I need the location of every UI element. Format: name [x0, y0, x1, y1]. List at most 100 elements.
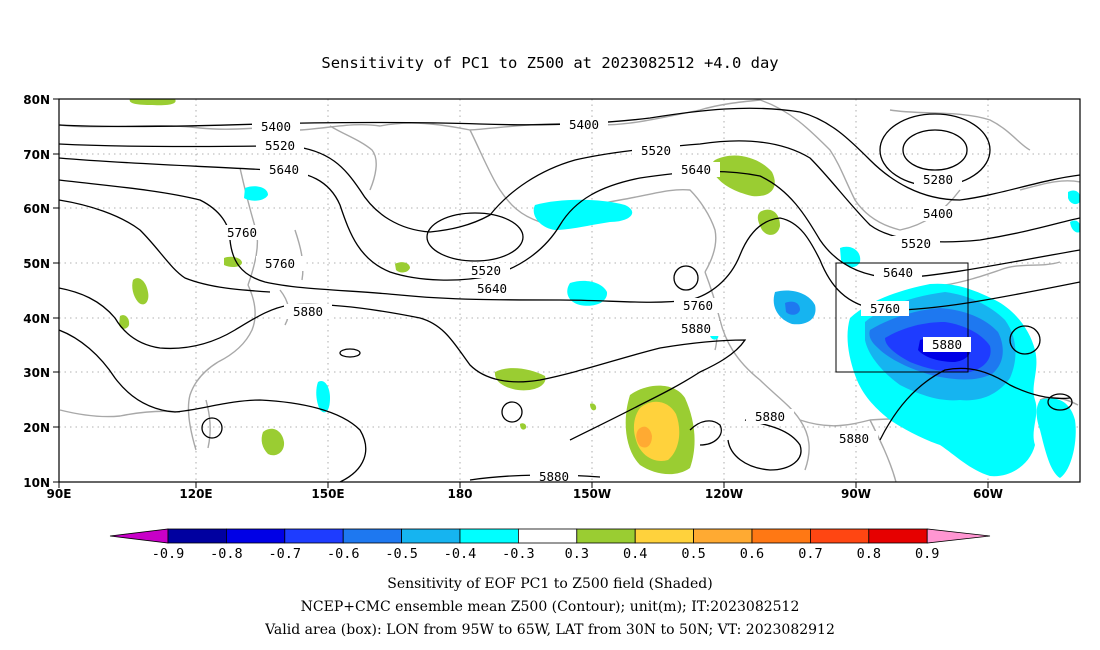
contour-label: 5400: [923, 206, 953, 221]
contour-label: 5400: [569, 117, 599, 132]
lat-label: 70N: [23, 148, 50, 162]
contour-label: 5520: [471, 263, 501, 278]
contour-label: 5880: [293, 304, 323, 319]
contour-label: 5520: [265, 138, 295, 153]
contour-label: 5280: [923, 172, 953, 187]
positive-blob-china: [119, 315, 130, 329]
colorbar-tick-label: -0.3: [502, 546, 535, 562]
contour-label: 5760: [683, 298, 713, 313]
contour-5880-west-lobe: [689, 420, 722, 446]
contour-label: 5760: [870, 301, 900, 316]
closed-high-small-1: [339, 348, 361, 358]
colorbar-swatch: [401, 528, 461, 544]
colorbar-tick-label: 0.6: [740, 546, 764, 562]
closed-low-arctic-inner: [902, 129, 968, 171]
positive-blob-kuril: [395, 262, 410, 273]
caption-line-3: Valid area (box): LON from 95W to 65W, L…: [264, 622, 835, 638]
colorbar-low-triangle: [109, 528, 169, 544]
lat-label: 60N: [23, 202, 50, 216]
colorbar-swatch: [225, 528, 286, 544]
colorbar-high-triangle: [926, 528, 991, 544]
colorbar-swatch: [518, 528, 578, 544]
contour-labels: 5400 5520 5640 5760 5760 5880 5400 5520 …: [218, 117, 971, 484]
colorbar: -0.9 -0.8 -0.7 -0.6 -0.5 -0.4 -0.3 0.3 0.4 0.5 0.6…: [109, 528, 991, 562]
closed-high-atlantic: [1009, 325, 1041, 355]
map-plot-area: [59, 99, 1080, 482]
contour-5880-east: [879, 367, 1071, 441]
lat-label: 80N: [23, 93, 50, 107]
colorbar-tick-label: -0.5: [385, 546, 418, 562]
contour-label: 5640: [681, 162, 711, 177]
colorbar-tick-label: 0.5: [681, 546, 705, 562]
closed-low-pacific: [426, 212, 524, 262]
lon-label: 180: [447, 487, 472, 501]
negative-blob-newfoundland: [1070, 220, 1080, 233]
negative-blob-atlantic: [1036, 398, 1076, 478]
contour-label: 5880: [932, 337, 962, 352]
colorbar-swatch: [751, 528, 811, 544]
negative-blob-gulf-alaska: [567, 280, 608, 306]
lat-label: 30N: [23, 366, 50, 380]
colorbar-tick-label: -0.4: [444, 546, 477, 562]
latitude-axis: 80N 70N 60N 50N 40N 30N 20N 10N: [23, 93, 59, 490]
contour-label: 5640: [269, 162, 299, 177]
contour-label: 5640: [477, 281, 507, 296]
colorbar-tick-label: 0.9: [915, 546, 939, 562]
valid-area-box: [835, 262, 969, 373]
contour-label: 5760: [227, 225, 257, 240]
positive-blob-alaska: [757, 209, 780, 235]
negative-blob-great-lakes-dark: [785, 301, 800, 315]
closed-high-small-3: [501, 401, 523, 423]
negative-blob-bering: [533, 199, 633, 230]
contour-5880: [59, 287, 747, 441]
lon-label: 90E: [47, 487, 72, 501]
lon-label: 150E: [311, 487, 344, 501]
contour-label: 5880: [839, 431, 869, 446]
lon-label: 90W: [841, 487, 871, 501]
lat-label: 50N: [23, 257, 50, 271]
colorbar-tick-label: -0.6: [327, 546, 360, 562]
lon-label: 120E: [179, 487, 212, 501]
colorbar-tick-label: -0.8: [210, 546, 243, 562]
negative-blob-greenland: [1068, 190, 1080, 205]
closed-high-small-2: [201, 417, 223, 439]
contour-5880-gulf: [727, 419, 802, 471]
map-frame: [58, 98, 1081, 483]
colorbar-tick-label: -0.9: [152, 546, 185, 562]
caption-line-2: NCEP+CMC ensemble mean Z500 (Contour); u…: [301, 599, 800, 615]
lon-label: 120W: [705, 487, 743, 501]
caption-line-1: Sensitivity of EOF PC1 to Z500 field (Sh…: [387, 576, 712, 592]
colorbar-tick-label: -0.7: [269, 546, 302, 562]
colorbar-swatch: [284, 528, 344, 544]
colorbar-swatch: [634, 528, 695, 544]
positive-blob-philippines: [261, 428, 285, 456]
lon-label: 150W: [573, 487, 611, 501]
negative-blob-western-pacific: [316, 380, 330, 413]
contour-label: 5400: [261, 119, 291, 134]
colorbar-tick-label: 0.4: [623, 546, 647, 562]
colorbar-swatch: [810, 528, 870, 544]
colorbar-swatch: [342, 528, 403, 544]
colorbar-tick-label: 0.3: [565, 546, 589, 562]
positive-blob-pacific-small: [590, 403, 597, 411]
positive-blob-arctic: [129, 99, 176, 106]
contour-5520: [59, 140, 1080, 243]
contour-5880-south: [59, 329, 367, 482]
positive-blob-kamchatka: [711, 155, 775, 197]
colorbar-tick-label: 0.7: [798, 546, 822, 562]
contour-label: 5760: [265, 256, 295, 271]
contour-label: 5520: [901, 236, 931, 251]
contour-label: 5640: [883, 265, 913, 280]
negative-blob-east-siberia: [244, 186, 268, 201]
contour-5640: [59, 157, 1080, 281]
contour-5760-inner: [59, 199, 271, 293]
negative-blob-hudson: [840, 246, 861, 268]
lat-label: 40N: [23, 312, 50, 326]
colorbar-swatch: [576, 528, 636, 544]
positive-blob-hawaii-orange: [636, 426, 652, 448]
colorbar-swatch: [693, 528, 753, 544]
positive-blob-marshall: [520, 423, 527, 430]
figure-title: Sensitivity of PC1 to Z500 at 2023082512…: [321, 54, 778, 72]
colorbar-tick-label: 0.8: [857, 546, 881, 562]
